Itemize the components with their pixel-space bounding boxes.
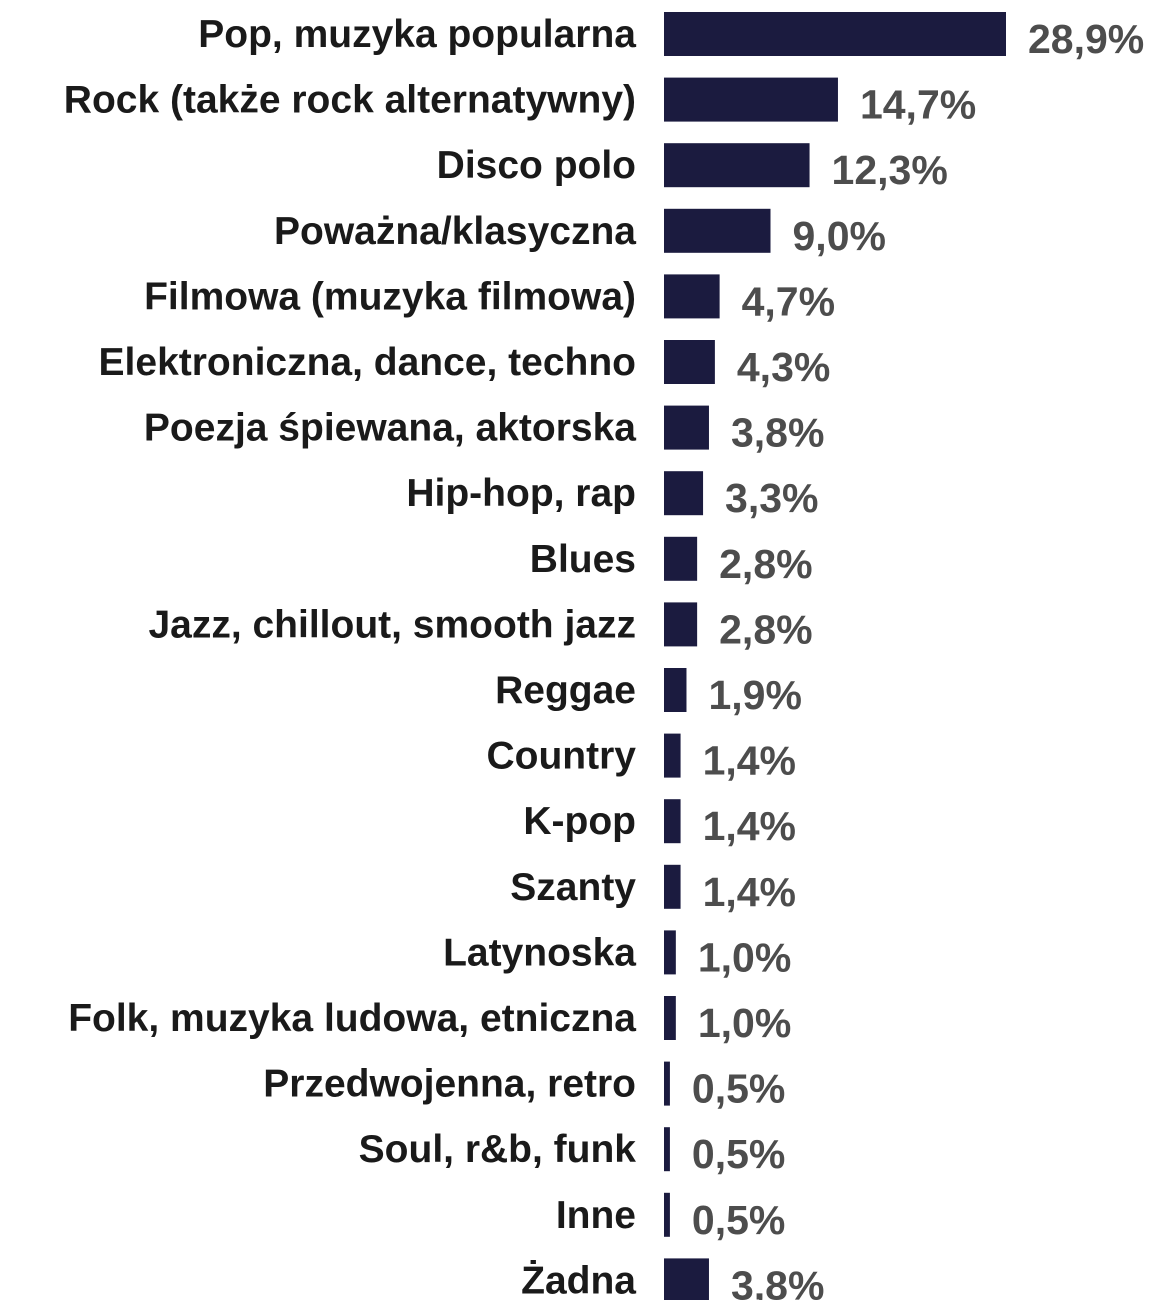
- category-label-elektroniczna-dance-techno: Elektroniczna, dance, techno: [99, 341, 636, 384]
- value-label-hip-hop-rap: 3,3%: [725, 475, 818, 521]
- category-label-latynoska: Latynoska: [443, 931, 636, 974]
- category-label-powazna-klasyczna: Poważna/klasyczna: [274, 210, 636, 253]
- category-label-przedwojenna-retro: Przedwojenna, retro: [263, 1063, 636, 1106]
- category-label-k-pop: K-pop: [523, 800, 636, 843]
- value-label-szanty: 1,4%: [703, 869, 796, 915]
- category-label-reggae: Reggae: [495, 669, 636, 712]
- bar-inne: [664, 1192, 670, 1237]
- bar-country: [664, 733, 681, 778]
- bar-folk-muzyka-ludowa-etniczna: [664, 996, 676, 1040]
- category-label-poezja-spiewana-aktorska: Poezja śpiewana, aktorska: [144, 407, 636, 450]
- bar-filmowa-muzyka-filmowa: [664, 274, 720, 319]
- bar-latynoska: [664, 930, 676, 975]
- bar-jazz-chillout-smooth-jazz: [664, 602, 698, 647]
- value-label-disco-polo: 12,3%: [832, 147, 948, 193]
- bar-blues: [664, 536, 698, 581]
- category-label-zadna: Żadna: [521, 1259, 636, 1300]
- bar-zadna: [664, 1258, 709, 1300]
- bar-hip-hop-rap: [664, 471, 704, 516]
- category-label-rock-takze-rock-alternatywny: Rock (także rock alternatywny): [64, 79, 636, 122]
- bar-reggae: [664, 668, 687, 712]
- value-label-pop-muzyka-popularna: 28,9%: [1028, 16, 1144, 62]
- bar-soul-r-b-funk: [664, 1127, 670, 1172]
- bars-group: [664, 12, 1006, 1300]
- value-label-poezja-spiewana-aktorska: 3,8%: [731, 410, 824, 456]
- bar-przedwojenna-retro: [664, 1061, 670, 1106]
- category-label-blues: Blues: [530, 538, 636, 581]
- value-label-rock-takze-rock-alternatywny: 14,7%: [860, 82, 976, 128]
- value-label-country: 1,4%: [703, 738, 796, 784]
- category-label-szanty: Szanty: [510, 866, 636, 909]
- value-label-folk-muzyka-ludowa-etniczna: 1,0%: [698, 1000, 791, 1046]
- category-label-soul-r-b-funk: Soul, r&b, funk: [359, 1128, 637, 1171]
- category-labels-group: Pop, muzyka popularna Rock (także rock al…: [64, 13, 637, 1300]
- value-label-latynoska: 1,0%: [698, 934, 791, 980]
- bar-rock-takze-rock-alternatywny: [664, 77, 838, 122]
- bar-szanty: [664, 864, 681, 909]
- value-labels-group: 28,9% 14,7% 12,3% 9,0% 4,7% 4,3% 3,8% 3,3% 2,8% 2…: [692, 16, 1144, 1300]
- category-label-folk-muzyka-ludowa-etniczna: Folk, muzyka ludowa, etniczna: [68, 997, 636, 1040]
- value-label-jazz-chillout-smooth-jazz: 2,8%: [719, 606, 812, 652]
- category-label-filmowa-muzyka-filmowa: Filmowa (muzyka filmowa): [144, 275, 636, 318]
- category-label-jazz-chillout-smooth-jazz: Jazz, chillout, smooth jazz: [148, 603, 636, 646]
- bar-elektroniczna-dance-techno: [664, 340, 715, 384]
- category-label-inne: Inne: [556, 1194, 636, 1237]
- category-label-country: Country: [487, 735, 637, 778]
- bar-disco-polo: [664, 143, 810, 188]
- bar-powazna-klasyczna: [664, 208, 771, 253]
- value-label-powazna-klasyczna: 9,0%: [793, 213, 886, 259]
- value-label-soul-r-b-funk: 0,5%: [692, 1131, 785, 1177]
- bar-pop-muzyka-popularna: [664, 12, 1006, 56]
- value-label-filmowa-muzyka-filmowa: 4,7%: [742, 278, 835, 324]
- bar-poezja-spiewana-aktorska: [664, 405, 709, 450]
- category-label-disco-polo: Disco polo: [437, 144, 636, 187]
- value-label-k-pop: 1,4%: [703, 803, 796, 849]
- value-label-reggae: 1,9%: [708, 672, 801, 718]
- bar-k-pop: [664, 799, 681, 844]
- value-label-elektroniczna-dance-techno: 4,3%: [737, 344, 830, 390]
- value-label-zadna: 3,8%: [731, 1262, 824, 1300]
- value-label-inne: 0,5%: [692, 1197, 785, 1243]
- category-label-hip-hop-rap: Hip-hop, rap: [406, 472, 636, 515]
- value-label-blues: 2,8%: [719, 541, 812, 587]
- category-label-pop-muzyka-popularna: Pop, muzyka popularna: [198, 13, 636, 56]
- value-label-przedwojenna-retro: 0,5%: [692, 1066, 785, 1112]
